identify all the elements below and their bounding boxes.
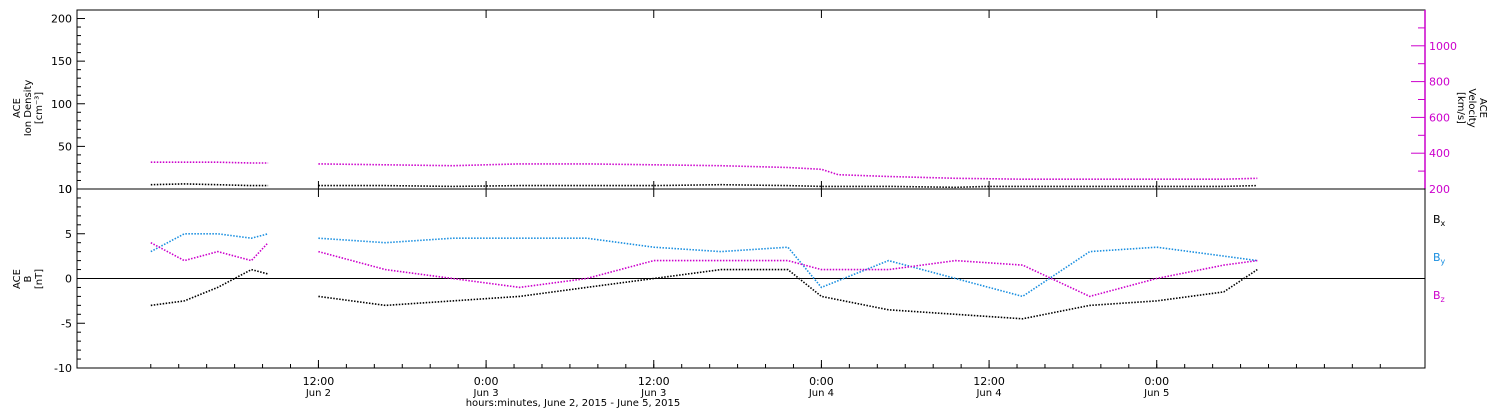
- velocity-label-line2: Velocity: [1466, 88, 1477, 127]
- velocity-tick-label: 800: [1429, 76, 1450, 89]
- by-series: [318, 237, 1258, 298]
- density-tick-label: 0: [65, 183, 72, 196]
- b-tick-label: 10: [58, 183, 72, 196]
- x-axis-label: hours:minutes, June 2, 2015 - June 5, 20…: [466, 398, 681, 409]
- density-tick-label: 150: [51, 55, 72, 68]
- x-tick-date: Jun 4: [808, 388, 834, 399]
- x-tick-date: Jun 2: [305, 388, 331, 399]
- x-tick-label: 12:00: [973, 375, 1005, 388]
- b-tick-label: -5: [61, 317, 72, 330]
- velocity-series: [150, 161, 269, 164]
- b-label-line3: [nT]: [34, 269, 45, 289]
- x-tick-date: Jun 3: [640, 388, 666, 399]
- b-tick-label: -10: [54, 362, 72, 375]
- velocity-tick-label: 1000: [1429, 40, 1457, 53]
- b-label-line2: B: [23, 275, 34, 282]
- bottom-axis-label: ACE B [nT]: [12, 269, 45, 289]
- x-tick-label: 0:00: [1144, 375, 1169, 388]
- velocity-tick-label: 400: [1429, 147, 1450, 160]
- top-panel: 0 50 100 150 200 200 400 600 800 1000: [51, 9, 1457, 196]
- top-right-axis-label: ACE Velocity [km/s]: [1455, 88, 1488, 127]
- legend-by: By: [1433, 251, 1446, 266]
- bx-series: [150, 268, 269, 307]
- density-tick-label: 100: [51, 98, 72, 111]
- x-tick-label: 12:00: [303, 375, 335, 388]
- b-label-line1: ACE: [12, 269, 23, 289]
- bz-series: [318, 250, 1258, 298]
- velocity-label-line1: ACE: [1477, 98, 1488, 118]
- velocity-label-line3: [km/s]: [1455, 92, 1466, 124]
- top-left-axis-label: ACE Ion Density [cm⁻³]: [12, 80, 45, 137]
- velocity-series: [318, 163, 1258, 180]
- bx-series: [318, 268, 1258, 320]
- density-label-line3: [cm⁻³]: [34, 92, 45, 124]
- legend-bx: Bx: [1433, 213, 1446, 228]
- top-frame: [76, 9, 1426, 190]
- density-series: [150, 183, 269, 187]
- legend-bz: Bz: [1433, 289, 1445, 304]
- x-tick-date: Jun 4: [975, 388, 1001, 399]
- x-tick-date: Jun 5: [1143, 388, 1169, 399]
- by-series: [150, 233, 269, 253]
- x-tick-label: 0:00: [809, 375, 834, 388]
- density-label-line2: Ion Density: [23, 80, 34, 137]
- x-tick-label: 0:00: [474, 375, 499, 388]
- velocity-tick-label: 600: [1429, 111, 1450, 124]
- density-series: [318, 183, 1258, 189]
- density-label-line1: ACE: [12, 98, 23, 118]
- b-tick-label: 0: [65, 273, 72, 286]
- velocity-tick-label: 200: [1429, 183, 1450, 196]
- x-tick-label: 12:00: [638, 375, 670, 388]
- b-tick-label: 5: [65, 228, 72, 241]
- bottom-panel: -10 -5 0 5 10 Bx By Bz: [54, 183, 1446, 375]
- density-tick-label: 200: [51, 13, 72, 26]
- bz-series: [150, 241, 269, 262]
- x-tick-date: Jun 3: [473, 388, 499, 399]
- density-tick-label: 50: [58, 140, 72, 153]
